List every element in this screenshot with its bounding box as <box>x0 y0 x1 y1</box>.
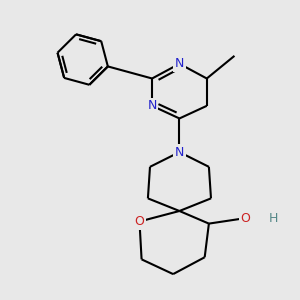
Text: N: N <box>175 57 184 70</box>
Text: N: N <box>175 146 184 159</box>
Text: N: N <box>147 99 157 112</box>
Text: O: O <box>134 215 144 228</box>
Text: O: O <box>240 212 250 225</box>
Text: H: H <box>268 212 278 225</box>
